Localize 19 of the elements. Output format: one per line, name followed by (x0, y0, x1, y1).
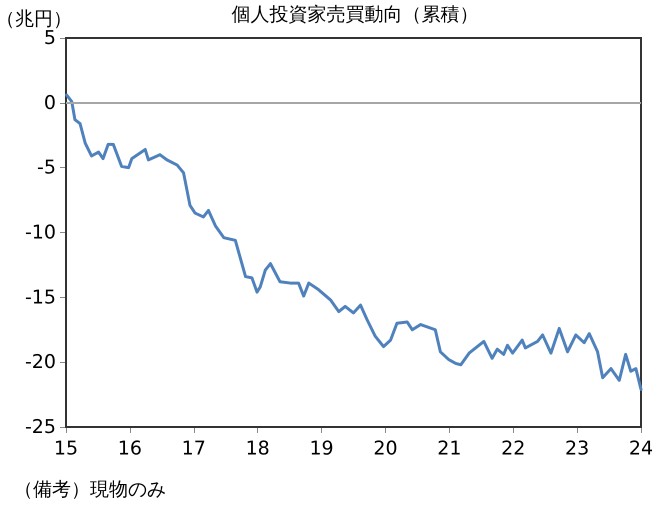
y-tick-label: -15 (24, 286, 56, 308)
x-tick-label: 24 (628, 438, 654, 460)
x-tick-label: 17 (182, 438, 206, 460)
text: （備考）現物のみ (14, 478, 166, 500)
x-tick-label: 16 (118, 438, 142, 460)
chart-title: 個人投資家売買動向（累積） (232, 4, 478, 26)
x-tick-label: 19 (309, 438, 334, 460)
x-tick-label: 15 (54, 438, 78, 460)
y-tick-label: -10 (24, 222, 56, 244)
x-tick-label: 18 (246, 438, 270, 460)
x-tick-label: 20 (373, 438, 398, 460)
line-series (65, 94, 642, 391)
x-tick-label: 23 (565, 438, 590, 460)
y-tick-label: -5 (37, 156, 56, 179)
y-tick-label: -20 (24, 351, 56, 374)
x-tick-label: 22 (501, 438, 526, 460)
y-tick-label: -25 (24, 416, 56, 438)
y-tick-label: 0 (44, 92, 56, 114)
x-tick-label: 21 (437, 438, 462, 460)
